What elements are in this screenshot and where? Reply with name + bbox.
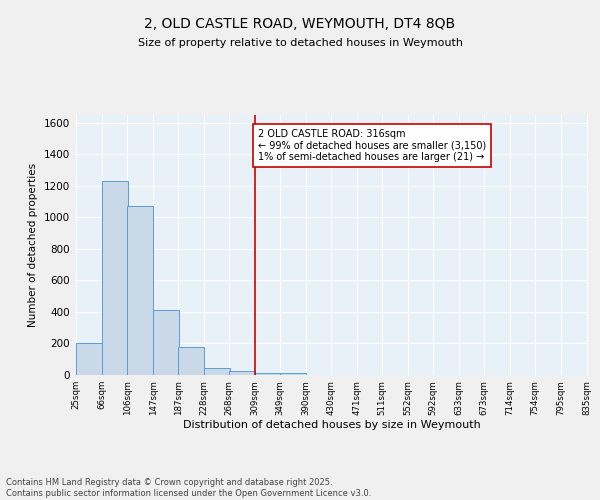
Y-axis label: Number of detached properties: Number of detached properties [28, 163, 38, 327]
Bar [229, 371, 255, 375]
Text: Size of property relative to detached houses in Weymouth: Size of property relative to detached ho… [137, 38, 463, 48]
Bar [76, 342, 102, 375]
Bar [255, 372, 281, 375]
Bar [204, 368, 230, 375]
Text: 2, OLD CASTLE ROAD, WEYMOUTH, DT4 8QB: 2, OLD CASTLE ROAD, WEYMOUTH, DT4 8QB [145, 18, 455, 32]
Bar [280, 373, 306, 375]
Text: 2 OLD CASTLE ROAD: 316sqm
← 99% of detached houses are smaller (3,150)
1% of sem: 2 OLD CASTLE ROAD: 316sqm ← 99% of detac… [257, 129, 486, 162]
Text: Contains HM Land Registry data © Crown copyright and database right 2025.
Contai: Contains HM Land Registry data © Crown c… [6, 478, 371, 498]
Bar [153, 310, 179, 375]
Bar [102, 181, 128, 375]
X-axis label: Distribution of detached houses by size in Weymouth: Distribution of detached houses by size … [182, 420, 481, 430]
Bar [178, 348, 204, 375]
Bar [127, 206, 153, 375]
